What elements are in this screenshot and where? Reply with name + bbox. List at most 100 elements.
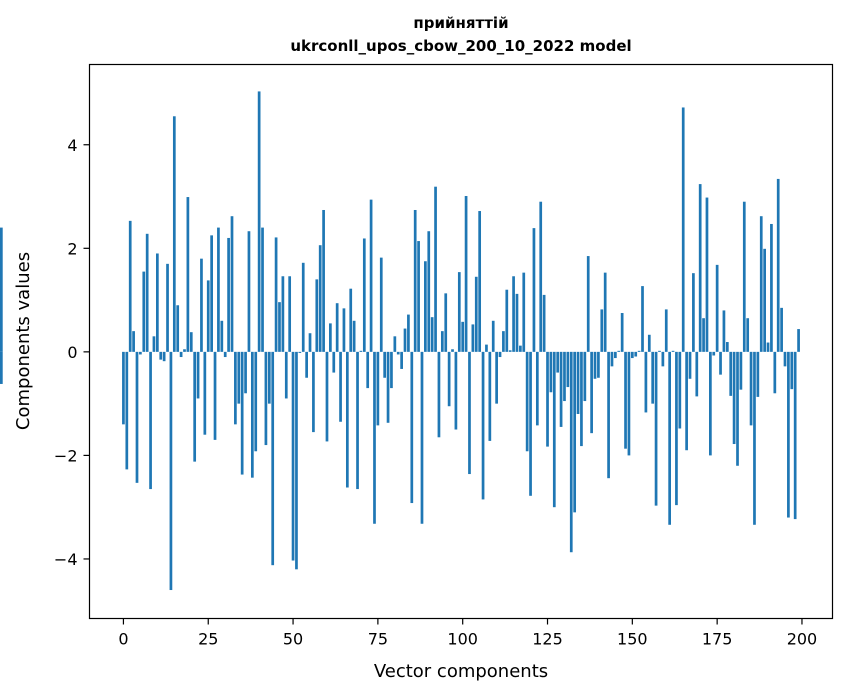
bar-23 xyxy=(200,258,203,352)
bar-33 xyxy=(234,351,237,425)
bar-107 xyxy=(485,344,488,352)
x-axis-ticks: 0 25 50 75 100 125 150 175 200 xyxy=(118,618,817,649)
bar-95 xyxy=(444,293,448,352)
bar-191 xyxy=(770,223,773,352)
bar-116 xyxy=(515,293,519,352)
y-tick-label-4: 4 xyxy=(67,136,77,155)
bar-179 xyxy=(729,351,733,396)
bar-136 xyxy=(583,351,587,402)
bar-129 xyxy=(559,351,563,427)
bar-125 xyxy=(546,351,549,447)
bar-11 xyxy=(159,351,163,360)
bar-77 xyxy=(383,351,387,378)
bar-51 xyxy=(295,351,298,570)
y-axis-ticks: −4 −2 0 2 4 xyxy=(54,136,90,569)
x-axis-label: Vector components xyxy=(374,661,548,682)
bar-62 xyxy=(332,351,336,373)
x-tick-label-50: 50 xyxy=(283,630,303,649)
bar-85 xyxy=(410,351,414,504)
bar-96 xyxy=(447,351,451,407)
bar-144 xyxy=(610,351,614,367)
bar-19 xyxy=(186,197,190,352)
bar-108 xyxy=(488,351,492,441)
bar-154 xyxy=(644,351,648,413)
bar-138 xyxy=(590,351,593,434)
bar-117 xyxy=(519,345,522,352)
bar-109 xyxy=(491,320,495,352)
bar-86 xyxy=(413,209,417,352)
bar-167 xyxy=(688,351,692,379)
bar-8 xyxy=(149,351,152,490)
bars-group xyxy=(0,91,800,591)
bar-180 xyxy=(732,351,736,445)
bar-194 xyxy=(780,307,783,352)
bar-58 xyxy=(318,245,322,352)
bar-25 xyxy=(206,280,210,352)
bar-160 xyxy=(664,309,668,352)
bar-7 xyxy=(145,233,149,352)
bar-24 xyxy=(203,351,207,435)
bar-80 xyxy=(393,336,397,352)
bar-64 xyxy=(339,351,342,422)
bar-113 xyxy=(505,289,509,352)
bar-28 xyxy=(217,227,220,352)
bar-84 xyxy=(407,314,410,352)
bar-61 xyxy=(329,323,332,352)
bar-43 xyxy=(267,351,271,404)
bar-34 xyxy=(237,351,241,404)
bar-189 xyxy=(763,248,766,352)
chart-title-line2: ukrconll_upos_cbow_200_10_2022 model xyxy=(290,37,631,55)
y-tick-label--2: −2 xyxy=(54,446,78,465)
bar-undefined xyxy=(0,227,3,352)
bar-74 xyxy=(373,351,376,524)
bar-29 xyxy=(220,320,224,352)
bar-184 xyxy=(746,318,750,352)
bar-133 xyxy=(573,351,577,513)
bar-135 xyxy=(580,351,583,447)
bar-27 xyxy=(213,351,217,440)
bar-115 xyxy=(512,276,515,352)
bar-66 xyxy=(345,351,349,488)
bar-35 xyxy=(240,351,244,475)
bar-31 xyxy=(227,237,230,352)
bar-157 xyxy=(654,351,658,506)
bar-46 xyxy=(278,302,281,352)
y-tick-label--4: −4 xyxy=(54,550,78,569)
bar-176 xyxy=(719,351,722,375)
bar-121 xyxy=(532,228,536,352)
bar-16 xyxy=(176,305,180,352)
bar-128 xyxy=(556,351,560,373)
bar-163 xyxy=(675,351,678,506)
bar-143 xyxy=(607,351,610,479)
bar-182 xyxy=(739,351,743,390)
bar-122 xyxy=(535,351,539,426)
bar-139 xyxy=(593,351,597,379)
bar-145 xyxy=(614,351,617,359)
bar-18 xyxy=(183,349,186,352)
bar-47 xyxy=(281,276,285,352)
bar-169 xyxy=(695,351,699,397)
bar-38 xyxy=(250,351,254,478)
bar-52 xyxy=(298,351,302,353)
bar-55 xyxy=(308,333,312,352)
bar-112 xyxy=(502,331,505,352)
x-tick-label-175: 175 xyxy=(702,630,733,649)
bar-101 xyxy=(464,196,468,352)
bar-50 xyxy=(291,351,295,561)
bar-41 xyxy=(261,227,264,352)
bar-54 xyxy=(305,351,308,378)
bar-91 xyxy=(430,317,434,352)
bar-0 xyxy=(122,351,125,425)
bar-87 xyxy=(417,241,420,352)
bar-17 xyxy=(179,351,183,358)
bar-60 xyxy=(325,351,329,442)
bar-131 xyxy=(566,351,570,388)
bar-6 xyxy=(142,271,146,352)
bar-173 xyxy=(709,351,712,456)
y-tick-label-2: 2 xyxy=(67,239,77,258)
bar-127 xyxy=(552,351,556,508)
bar-22 xyxy=(196,351,200,399)
bar-178 xyxy=(725,342,729,352)
bar-103 xyxy=(471,324,475,352)
x-tick-label-75: 75 xyxy=(368,630,388,649)
